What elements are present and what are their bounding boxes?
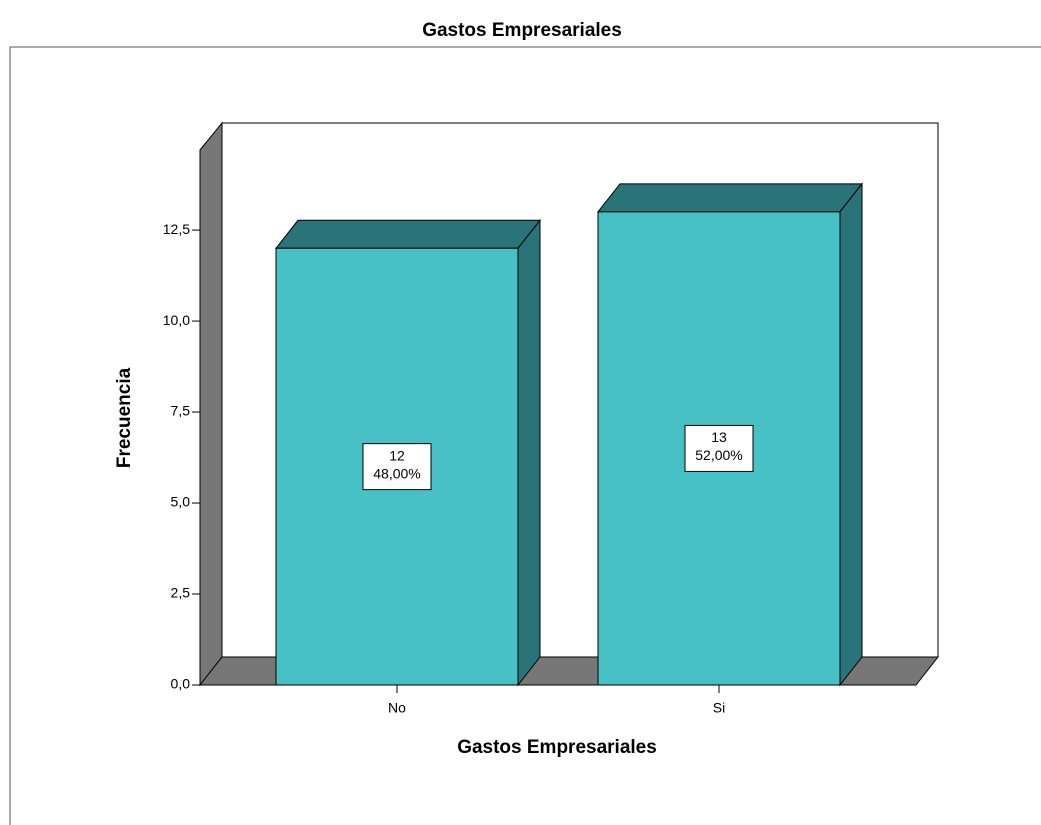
x-tick-label: No — [388, 700, 406, 716]
data-label: 12 — [389, 447, 405, 463]
left-wall — [199, 121, 223, 687]
bar-side — [839, 182, 863, 687]
bar-side — [517, 218, 541, 687]
data-label-box — [362, 443, 432, 491]
bar-top — [596, 183, 864, 213]
data-label: 13 — [711, 429, 727, 445]
y-tick-label: 5,0 — [171, 494, 191, 510]
frame — [9, 46, 1041, 825]
y-tick-label: 7,5 — [171, 403, 191, 419]
chart-title: Gastos Empresariales — [422, 20, 622, 41]
percent-label: 52,00% — [695, 447, 742, 463]
percent-label: 48,00% — [373, 465, 420, 481]
y-tick-label: 10,0 — [163, 312, 190, 328]
y-tick-label: 0,0 — [171, 676, 191, 692]
x-tick-label: Si — [713, 700, 725, 716]
x-axis-label: Gastos Empresariales — [457, 737, 657, 758]
y-tick-label: 12,5 — [163, 221, 190, 237]
data-label-box — [684, 424, 754, 472]
y-tick-label: 2,5 — [171, 585, 191, 601]
bar-top — [274, 219, 542, 249]
y-axis-label: Frecuencia — [114, 367, 135, 468]
